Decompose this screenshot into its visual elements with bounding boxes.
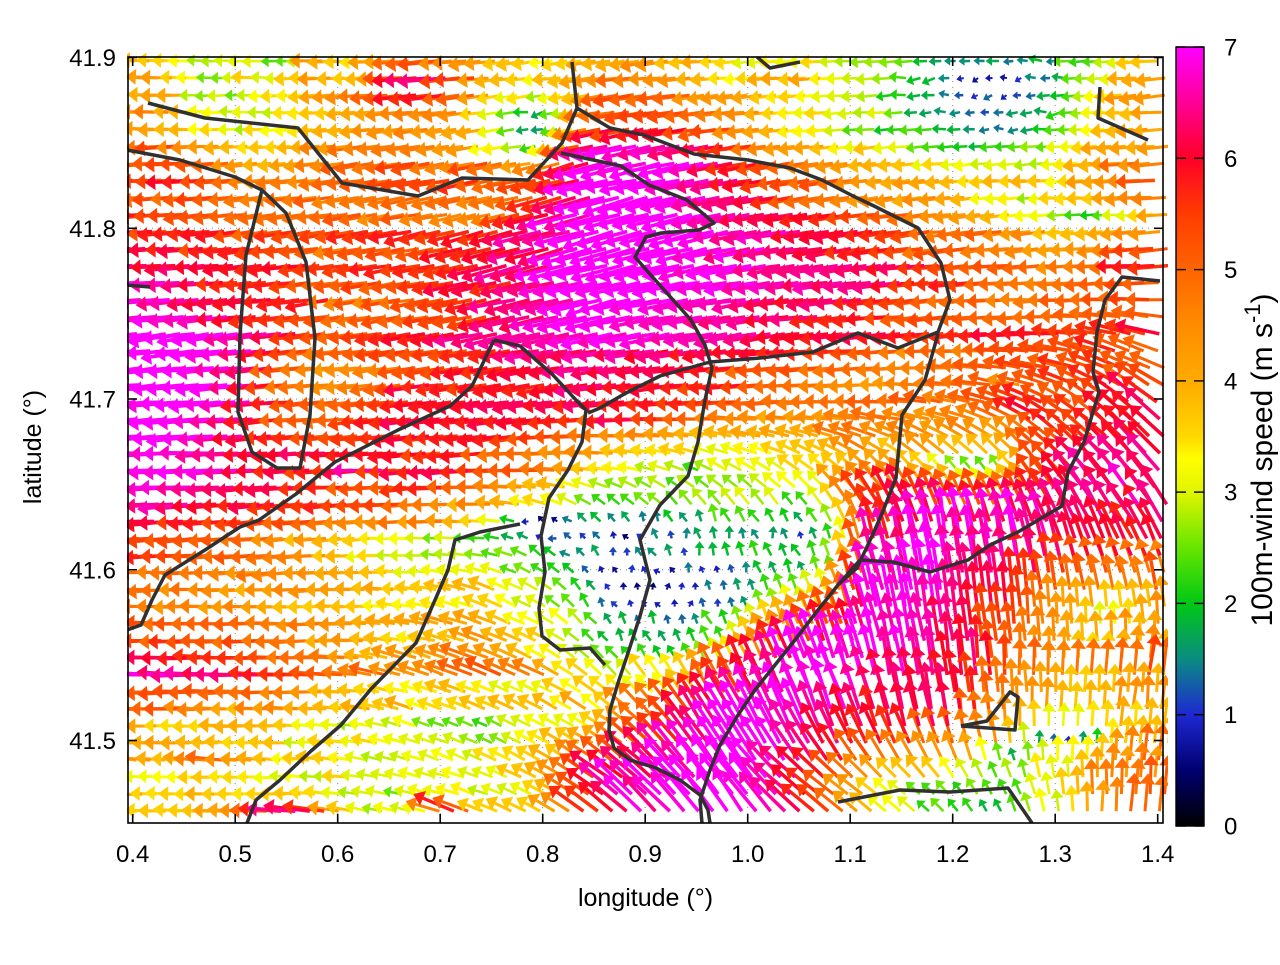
- svg-text:0: 0: [1224, 814, 1237, 841]
- svg-text:5: 5: [1224, 257, 1237, 284]
- svg-text:1.4: 1.4: [1141, 841, 1174, 868]
- svg-text:100m-wind speed (m s-1): 100m-wind speed (m s-1): [1240, 293, 1280, 626]
- svg-text:0.8: 0.8: [526, 841, 559, 868]
- svg-text:3: 3: [1224, 480, 1237, 507]
- svg-text:1.1: 1.1: [834, 841, 867, 868]
- svg-text:0.9: 0.9: [629, 841, 662, 868]
- svg-text:7: 7: [1224, 35, 1237, 62]
- svg-text:41.6: 41.6: [69, 557, 116, 584]
- svg-text:0.4: 0.4: [116, 841, 149, 868]
- svg-text:6: 6: [1224, 146, 1237, 173]
- svg-text:41.5: 41.5: [69, 728, 116, 755]
- svg-text:1.0: 1.0: [731, 841, 764, 868]
- svg-text:41.9: 41.9: [69, 45, 116, 72]
- svg-text:longitude (°): longitude (°): [578, 884, 713, 912]
- svg-text:2: 2: [1224, 591, 1237, 618]
- svg-text:1.2: 1.2: [936, 841, 969, 868]
- svg-text:0.6: 0.6: [321, 841, 354, 868]
- svg-text:41.7: 41.7: [69, 387, 116, 414]
- svg-text:0.5: 0.5: [219, 841, 252, 868]
- svg-text:41.8: 41.8: [69, 216, 116, 243]
- svg-text:1.3: 1.3: [1039, 841, 1072, 868]
- svg-text:4: 4: [1224, 368, 1237, 395]
- svg-text:latitude (°): latitude (°): [19, 390, 47, 504]
- svg-text:1: 1: [1224, 702, 1237, 729]
- svg-text:0.7: 0.7: [424, 841, 457, 868]
